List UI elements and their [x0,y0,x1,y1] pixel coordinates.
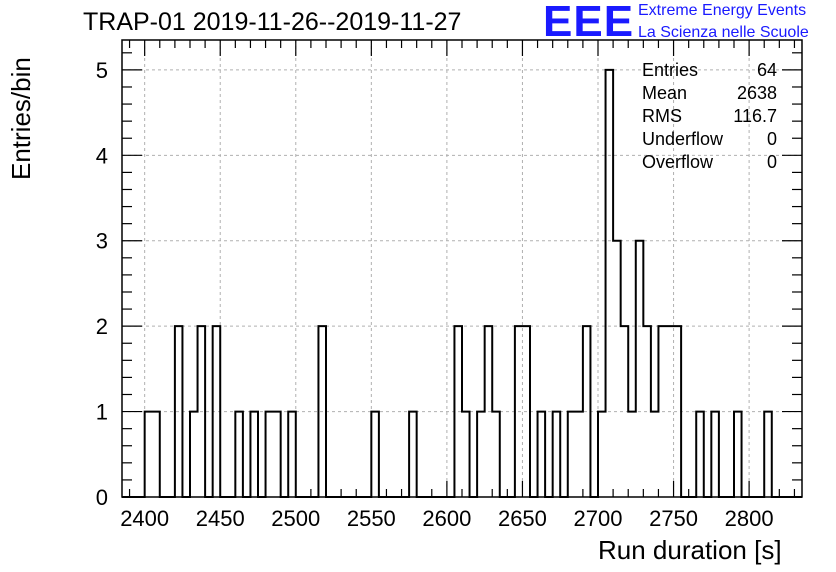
logo-line-2: La Scienza nelle Scuole [638,24,809,41]
y-tick-label: 1 [96,400,108,425]
histogram-bin [266,412,274,497]
eee-logo: EEE [543,0,635,46]
histogram-bin [409,412,417,497]
histogram-bin [734,412,742,497]
histogram-bars [122,68,802,498]
histogram-bin [636,241,644,497]
histogram-bin [145,412,153,497]
logo-line-1: Extreme Energy Events [638,2,807,19]
stat-label: Mean [642,83,688,103]
histogram-bin [764,412,772,497]
x-tick-label: 2550 [347,506,396,531]
x-tick-label: 2750 [649,506,698,531]
histogram-bin [477,412,485,497]
x-tick-label: 2600 [422,506,471,531]
stat-value: 116.7 [733,106,777,126]
histogram-bin [553,412,561,497]
y-tick-label: 4 [96,143,108,168]
stat-label: RMS [642,106,682,126]
histogram-bin [598,412,606,497]
chart-title: TRAP-01 2019-11-26--2019-11-27 [83,8,462,36]
stat-label: Entries [642,60,699,80]
histogram-bin [462,412,470,497]
x-tick-label: 2700 [574,506,623,531]
histogram-bin [538,412,546,497]
tick-labels: 2400 2450 2500 2550 2600 2650 2700 2750 2800 0 1 2 3… [96,58,774,531]
y-tick-label: 5 [96,58,108,83]
histogram-bin [651,412,659,497]
histogram-bin [288,412,296,497]
histogram-bin [152,412,160,497]
axis-ticks [122,40,802,498]
x-tick-label: 2450 [196,506,245,531]
histogram-bin [250,412,258,497]
x-tick-label: 2400 [120,506,169,531]
histogram-bin [575,412,583,497]
y-tick-label: 3 [96,229,108,254]
x-tick-label: 2650 [498,506,547,531]
stat-value: 64 [756,60,777,80]
histogram-bin [568,412,576,497]
x-tick-label: 2800 [725,506,774,531]
stat-label: Overflow [642,152,714,172]
histogram-bin [273,412,281,497]
y-tick-label: 0 [96,485,108,510]
histogram-bin [628,412,636,497]
x-axis-title: Run duration [s] [598,535,782,565]
histogram-bin [371,412,379,497]
stat-value: 2638 [736,83,777,103]
histogram-outline [122,68,802,498]
histogram-bin [492,412,500,497]
histogram-bin [606,70,614,497]
histogram-bin [613,241,621,497]
stat-value: 0 [766,129,777,149]
histogram-bin [190,412,198,497]
histogram-bin [235,412,243,497]
stat-label: Underflow [642,129,724,149]
y-tick-label: 2 [96,314,108,339]
histogram-bin [711,412,719,497]
histogram-bin [696,412,704,497]
y-axis-title: Entries/bin [6,57,36,180]
x-tick-label: 2500 [271,506,320,531]
stat-value: 0 [766,152,777,172]
